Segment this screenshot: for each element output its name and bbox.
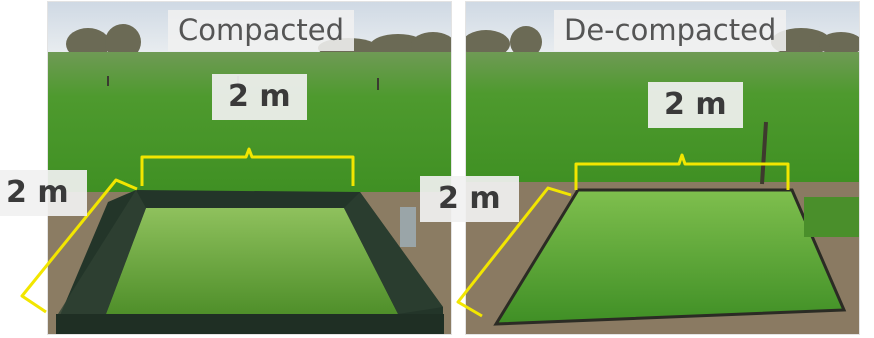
dimension-label-top: 2 m: [648, 82, 743, 128]
dimension-label-side-right: 2 m: [420, 176, 519, 222]
dimension-label-top: 2 m: [212, 74, 307, 120]
scene-compacted: [48, 2, 451, 334]
edge-grass: [804, 197, 859, 237]
box-front-wall: [56, 314, 444, 334]
scene-decompacted: [466, 2, 859, 334]
box-grass: [106, 208, 398, 314]
dimension-label-side-left: 2 m: [0, 170, 87, 216]
photo-compacted: Compacted 2 m: [48, 2, 451, 334]
box-wall-right: [344, 192, 443, 314]
panel-label-decompacted: De-compacted: [554, 10, 787, 51]
panel-label-compacted: Compacted: [168, 10, 354, 51]
sensor-device: [400, 207, 416, 247]
photo-decompacted: De-compacted 2 m: [466, 2, 859, 334]
